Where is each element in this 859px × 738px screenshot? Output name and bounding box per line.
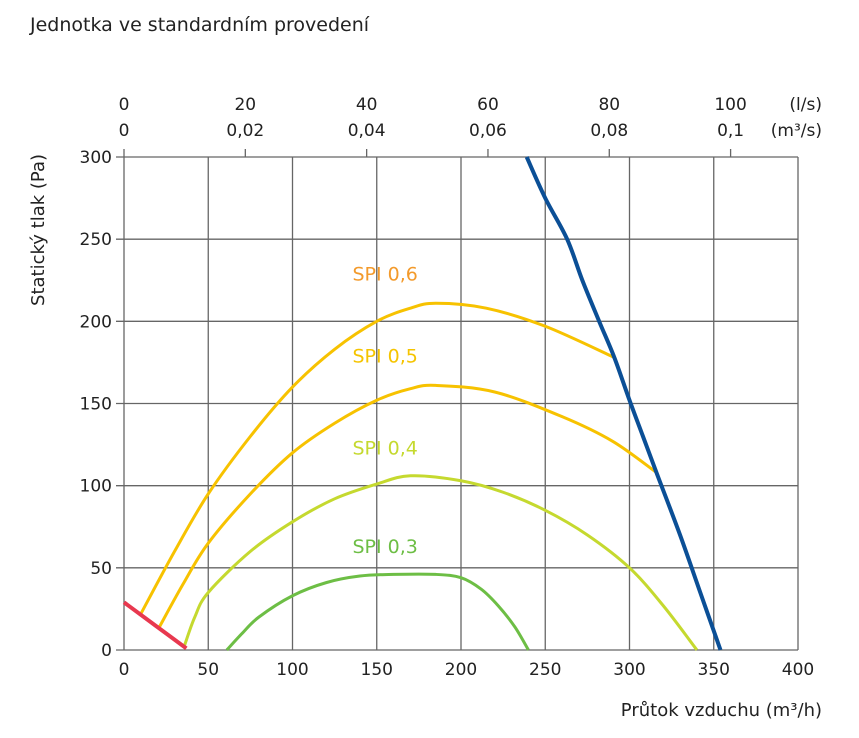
series-line-4 — [524, 156, 723, 651]
series-label: SPI 0,6 — [352, 263, 417, 285]
x-tick-label: 200 — [445, 660, 477, 680]
top-unit-ls: (l/s) — [789, 95, 822, 115]
y-tick-label: 100 — [80, 477, 112, 497]
series-line-0 — [139, 301, 615, 615]
top-tick-label-m3s: 0 — [119, 121, 130, 141]
top-tick-label-ls: 100 — [714, 95, 746, 115]
x-tick-label: 350 — [698, 660, 730, 680]
top-tick-label-ls: 60 — [477, 95, 499, 115]
x-tick-label: 0 — [119, 660, 130, 680]
chart-title: Jednotka ve standardním provedení — [30, 14, 370, 36]
top-tick-label-m3s: 0,02 — [226, 121, 264, 141]
x-tick-label: 100 — [276, 660, 308, 680]
y-axis-label: Statický tlak (Pa) — [28, 154, 49, 306]
series-label: SPI 0,3 — [352, 536, 417, 558]
x-axis-label: Průtok vzduchu (m³/h) — [621, 700, 822, 721]
series-line-1 — [158, 383, 658, 628]
y-tick-label: 150 — [80, 395, 112, 415]
top-tick-label-ls: 0 — [119, 95, 130, 115]
top-tick-label-ls: 20 — [234, 95, 256, 115]
series-line-5 — [122, 600, 188, 650]
series-label: SPI 0,5 — [352, 345, 417, 367]
y-tick-label: 200 — [80, 312, 112, 332]
series-line-2 — [183, 474, 699, 651]
x-tick-label: 250 — [529, 660, 561, 680]
top-tick-label-m3s: 0,08 — [590, 121, 628, 141]
series-label: SPI 0,4 — [352, 437, 417, 459]
top-tick-label-ls: 80 — [598, 95, 620, 115]
x-tick-label: 150 — [361, 660, 393, 680]
x-tick-label: 400 — [782, 660, 814, 680]
y-tick-label: 250 — [80, 230, 112, 250]
top-tick-label-ls: 40 — [356, 95, 378, 115]
top-tick-label-m3s: 0,1 — [717, 121, 744, 141]
top-tick-label-m3s: 0,04 — [348, 121, 386, 141]
y-tick-label: 300 — [80, 148, 112, 168]
top-tick-label-m3s: 0,06 — [469, 121, 507, 141]
y-tick-label: 0 — [101, 641, 112, 661]
top-unit-m3s: (m³/s) — [771, 121, 822, 141]
x-tick-label: 300 — [613, 660, 645, 680]
series-line-3 — [225, 572, 530, 652]
y-tick-label: 50 — [90, 559, 112, 579]
x-tick-label: 50 — [197, 660, 219, 680]
